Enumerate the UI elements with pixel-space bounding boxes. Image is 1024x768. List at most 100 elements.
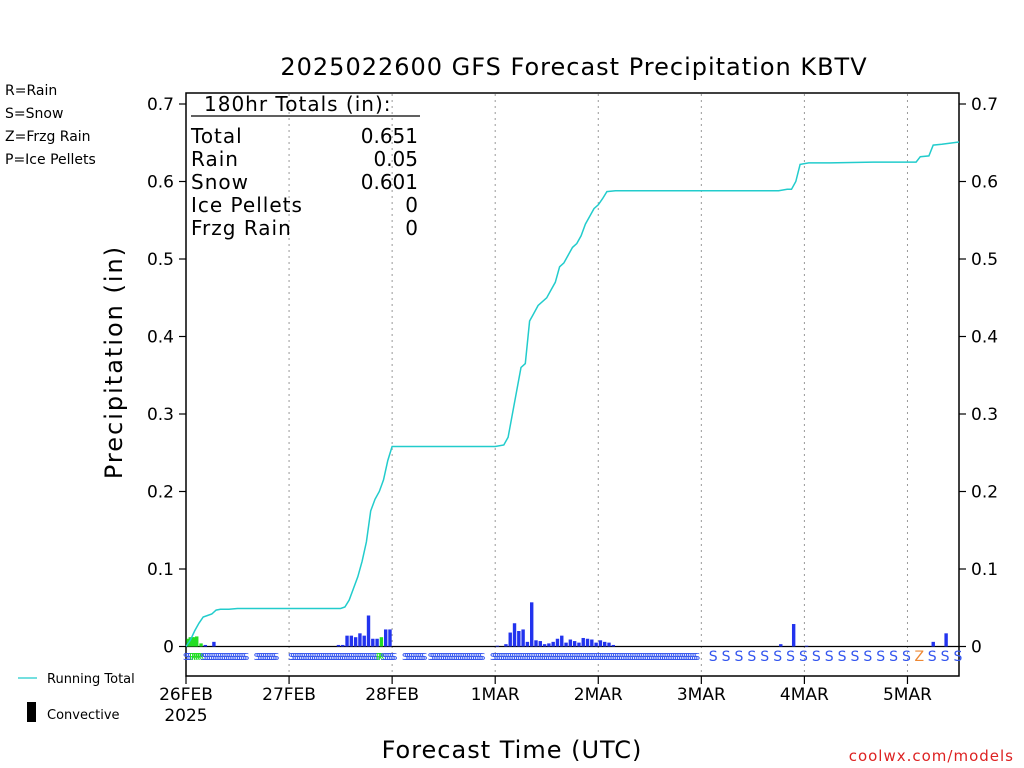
ptype-marker-172: S (595, 652, 601, 663)
totals-value-total: 0.651 (361, 124, 418, 148)
ptype-marker-182: S (617, 652, 623, 663)
ptype-marker-107: S (447, 652, 453, 663)
ptype-marker-75: S (365, 652, 371, 663)
convective-legend-swatch (27, 702, 36, 722)
x-tick-label-0: 26FEB (159, 685, 213, 705)
bar-43 (594, 642, 598, 647)
ptype-marker-144: S (535, 652, 541, 663)
bar-5 (199, 643, 203, 647)
totals-value-ice-pellets: 0 (405, 193, 418, 217)
ptype-marker-118: S (471, 652, 477, 663)
ptype-marker-3: R (189, 652, 196, 663)
ptype-marker-88: S (402, 652, 408, 663)
bar-29 (534, 640, 538, 647)
ptype-marker-7: R (198, 652, 205, 663)
x-tick-label-4: 2MAR (574, 685, 623, 705)
ptype-marker-161: S (571, 652, 577, 663)
ptype-marker-204: S (664, 652, 670, 663)
ptype-marker-74: S (363, 652, 369, 663)
y-tick-label-left-5: 0.5 (147, 250, 174, 270)
ptype-marker-217: S (692, 652, 698, 663)
bar-22 (504, 644, 508, 647)
ptype-marker-194: S (642, 652, 648, 663)
ptype-marker-225: S (786, 649, 795, 665)
ptype-marker-53: S (318, 652, 324, 663)
ptype-marker-19: S (224, 652, 230, 663)
ptype-marker-30: S (256, 652, 262, 663)
bar-26 (521, 629, 525, 647)
ptype-marker-94: S (415, 652, 421, 663)
totals-label-ice-pellets: Ice Pellets (191, 193, 303, 217)
ptype-marker-41: S (292, 652, 298, 663)
ptype-marker-171: S (593, 652, 599, 663)
ptype-marker-52: S (316, 652, 322, 663)
ptype-marker-231: S (863, 649, 872, 665)
bar-39 (577, 642, 581, 647)
ptype-marker-158: S (565, 652, 571, 663)
ptype-marker-16: S (217, 652, 223, 663)
ptype-marker-84: S (385, 652, 391, 663)
ptype-marker-71: S (357, 652, 363, 663)
ptype-marker-163: S (576, 652, 582, 663)
ptype-marker-120: S (475, 652, 481, 663)
chart-title: 2025022600 GFS Forecast Precipitation KB… (280, 53, 867, 81)
ptype-marker-101: S (434, 652, 440, 663)
bar-4 (195, 636, 199, 647)
ptype-marker-133: S (511, 652, 517, 663)
ptype-marker-235: Z (915, 649, 925, 665)
ptype-marker-21: S (228, 652, 234, 663)
ptype-marker-155: S (559, 652, 565, 663)
ptype-marker-176: S (604, 652, 610, 663)
ptype-marker-192: S (638, 652, 644, 663)
ptype-marker-69: S (352, 652, 358, 663)
ptype-marker-113: S (460, 652, 466, 663)
x-tick-label-2: 28FEB (365, 685, 419, 705)
y-tick-label-right-3: 0.3 (971, 405, 998, 425)
y-tick-label-left-4: 0.4 (147, 328, 174, 348)
totals-label-snow: Snow (191, 170, 249, 194)
ptype-marker-229: S (838, 649, 847, 665)
ptype-marker-228: S (825, 649, 834, 665)
ptype-marker-18: S (221, 652, 227, 663)
ptype-marker-216: S (690, 652, 696, 663)
ptype-marker-31: S (258, 652, 264, 663)
ptype-marker-2: S (187, 652, 193, 663)
running-total-series (185, 141, 960, 647)
ptype-marker-55: S (322, 652, 328, 663)
running-total-line (185, 141, 960, 647)
ptype-marker-59: S (331, 652, 337, 663)
ptype-marker-106: S (445, 652, 451, 663)
ptype-marker-80: R (376, 652, 383, 663)
bar-24 (512, 623, 517, 647)
ptype-marker-81: R (378, 652, 385, 663)
ptype-marker-131: S (507, 652, 513, 663)
totals-label-frzg-rain: Frzg Rain (191, 216, 292, 240)
ptype-marker-218: S (694, 652, 700, 663)
ptype-marker-92: S (410, 652, 416, 663)
ptype-marker-212: S (681, 652, 687, 663)
ptype-marker-205: S (666, 652, 672, 663)
bar-3 (192, 637, 197, 647)
ptype-marker-174: S (599, 652, 605, 663)
ptype-marker-122: S (479, 652, 485, 663)
bar-31 (542, 644, 547, 647)
bar-8 (336, 644, 341, 647)
ptype-marker-181: S (614, 652, 620, 663)
ptype-marker-99: S (430, 652, 436, 663)
y-tick-label-left-1: 0.1 (147, 560, 174, 580)
ptype-marker-116: S (466, 652, 472, 663)
ptype-marker-87: S (391, 652, 397, 663)
ptype-marker-157: S (563, 652, 569, 663)
ptype-marker-109: S (451, 652, 457, 663)
ptype-marker-5: R (193, 652, 200, 663)
ptype-marker-189: S (632, 652, 638, 663)
bar-37 (568, 639, 573, 647)
ptype-marker-233: S (889, 649, 898, 665)
bar-6 (203, 644, 208, 647)
ptype-marker-179: S (610, 652, 616, 663)
ptype-marker-49: S (310, 652, 316, 663)
bar-11 (349, 635, 354, 647)
ptype-marker-139: S (524, 652, 530, 663)
ptype-marker-62: S (337, 652, 343, 663)
bar-14 (362, 635, 366, 647)
